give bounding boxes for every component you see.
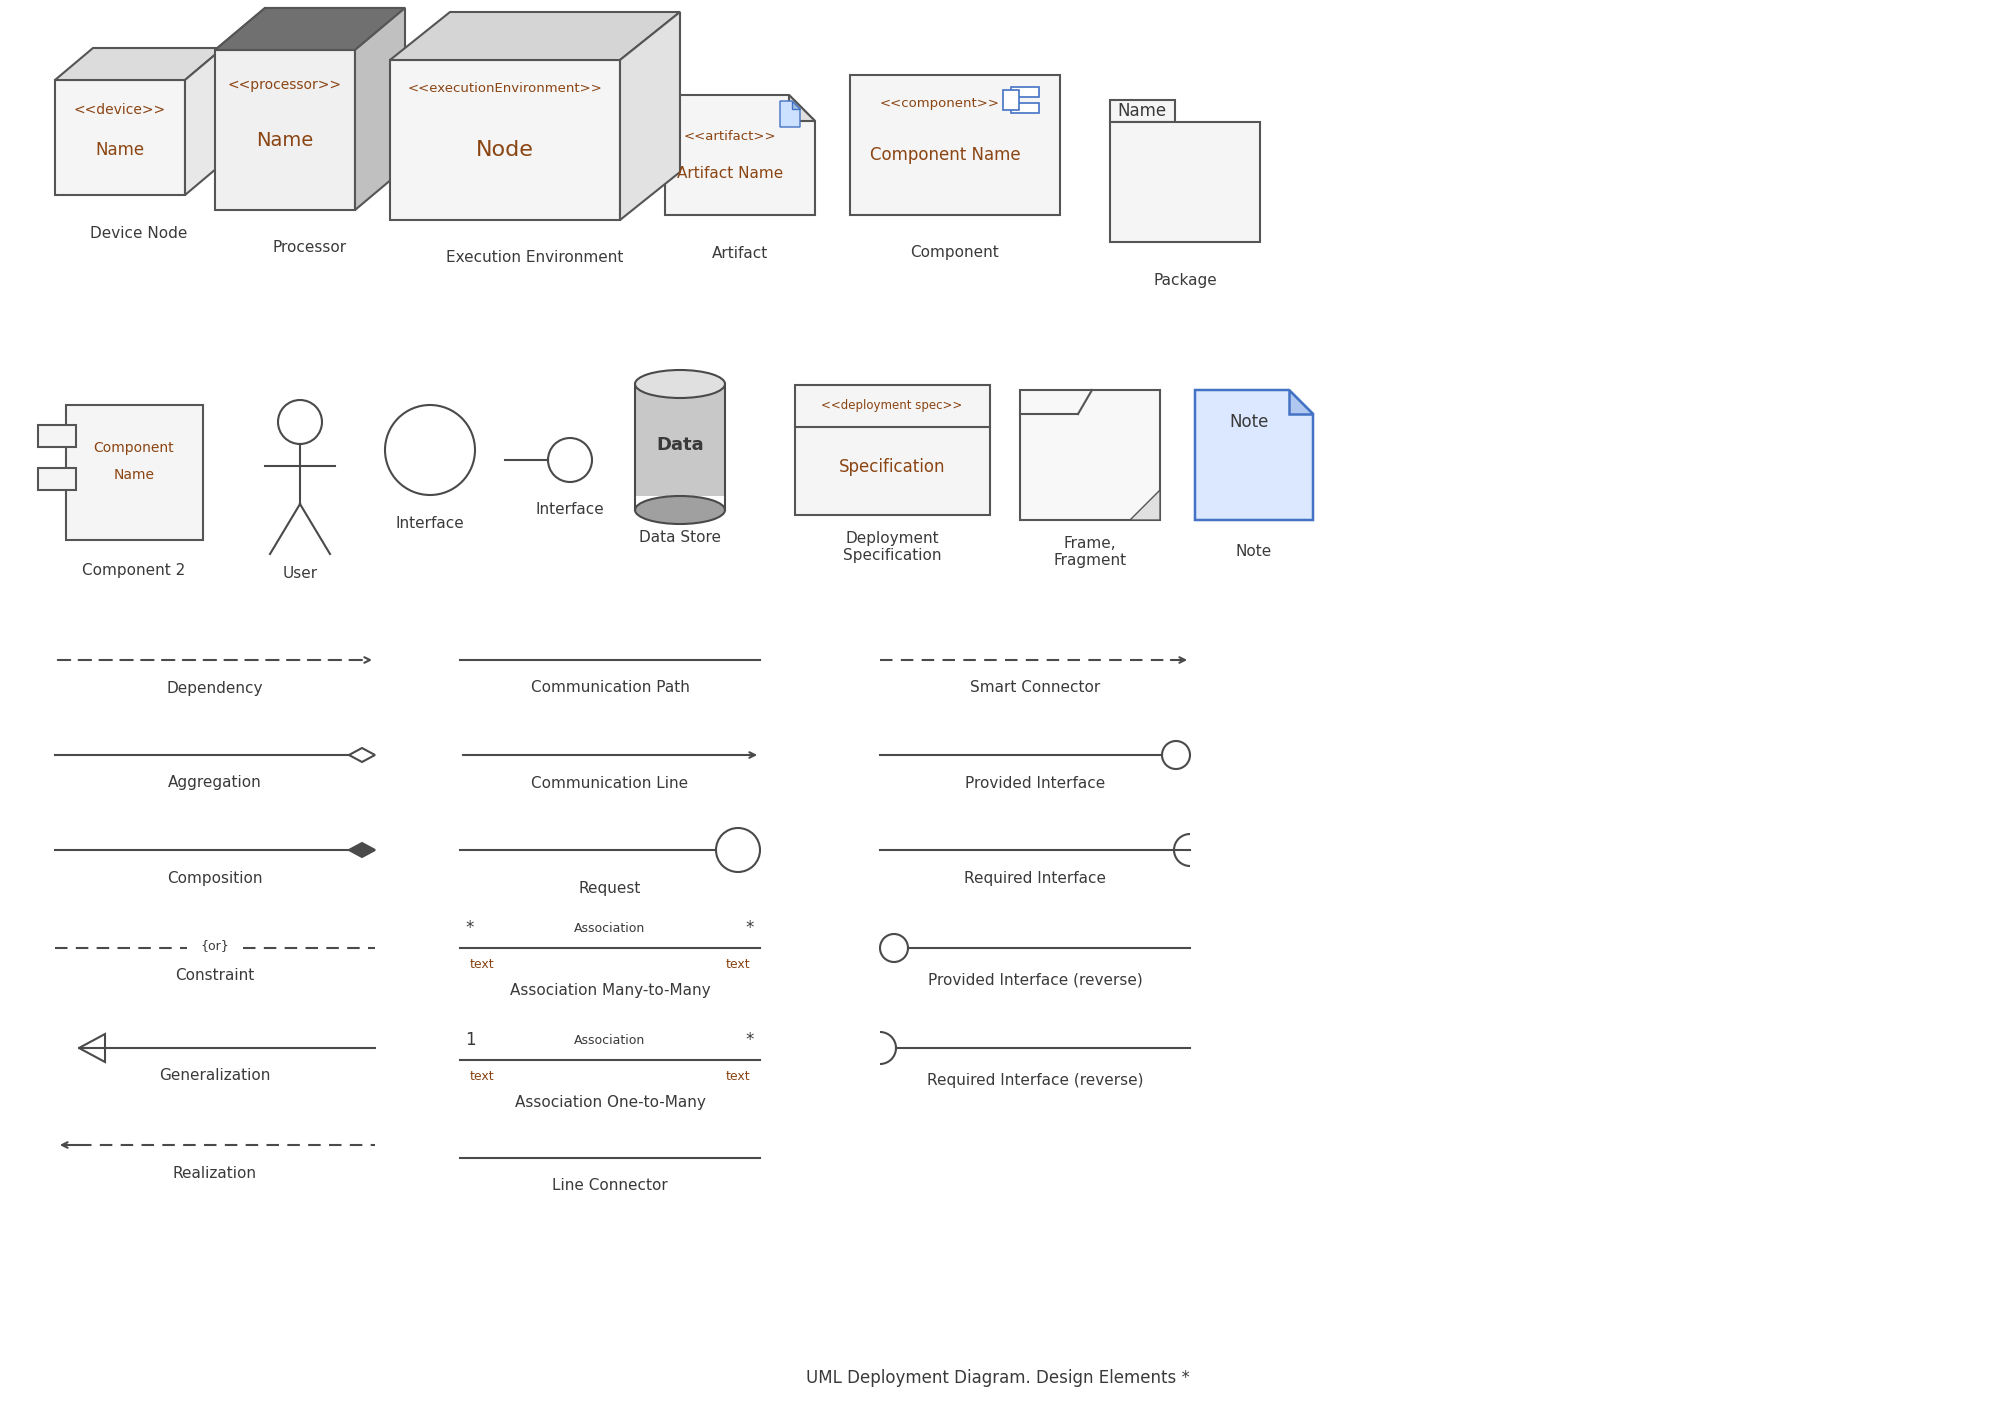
Polygon shape — [389, 61, 621, 220]
Text: Communication Line: Communication Line — [531, 776, 689, 790]
Text: {or}: {or} — [202, 939, 230, 952]
Text: *: * — [747, 1031, 754, 1049]
Text: Artifact: Artifact — [713, 245, 768, 260]
Text: <<device>>: <<device>> — [74, 103, 166, 117]
Text: Data Store: Data Store — [639, 531, 721, 545]
Text: Line Connector: Line Connector — [553, 1178, 669, 1194]
Text: Frame,
Fragment: Frame, Fragment — [1054, 536, 1126, 569]
Bar — [1012, 103, 1040, 113]
Text: Data: Data — [657, 436, 705, 453]
Text: Aggregation: Aggregation — [168, 776, 261, 790]
Text: 1: 1 — [465, 1031, 475, 1049]
Text: text: text — [727, 957, 750, 970]
Text: Specification: Specification — [838, 458, 946, 476]
Text: Node: Node — [477, 139, 535, 161]
Text: Request: Request — [579, 880, 641, 895]
Text: Component 2: Component 2 — [82, 563, 186, 577]
Bar — [1004, 90, 1020, 110]
Polygon shape — [349, 843, 375, 857]
Bar — [38, 467, 76, 490]
Bar — [1012, 87, 1040, 97]
Polygon shape — [389, 13, 681, 61]
Bar — [66, 406, 204, 541]
Text: Composition: Composition — [168, 870, 263, 886]
Polygon shape — [792, 101, 800, 108]
Text: <<executionEnvironment>>: <<executionEnvironment>> — [407, 82, 603, 94]
Polygon shape — [80, 1033, 106, 1062]
Text: Interface: Interface — [535, 503, 605, 518]
Polygon shape — [186, 48, 224, 194]
Polygon shape — [1196, 390, 1313, 520]
Polygon shape — [216, 8, 405, 51]
Text: Component Name: Component Name — [870, 146, 1020, 163]
Polygon shape — [216, 51, 355, 210]
Text: Processor: Processor — [273, 241, 347, 255]
Polygon shape — [788, 94, 814, 121]
Text: text: text — [469, 957, 495, 970]
Bar — [38, 425, 76, 446]
Text: Note: Note — [1236, 545, 1271, 559]
Text: Name: Name — [96, 141, 144, 159]
Text: Realization: Realization — [174, 1166, 257, 1180]
Ellipse shape — [635, 370, 725, 398]
Polygon shape — [1130, 490, 1160, 520]
Text: Artifact Name: Artifact Name — [677, 166, 782, 180]
Polygon shape — [56, 48, 224, 80]
Polygon shape — [665, 94, 814, 215]
Text: User: User — [283, 566, 317, 582]
Text: Device Node: Device Node — [90, 225, 188, 241]
Text: text: text — [727, 1070, 750, 1083]
Polygon shape — [621, 13, 681, 220]
Text: Required Interface: Required Interface — [964, 870, 1106, 886]
Text: *: * — [747, 919, 754, 936]
Text: Provided Interface: Provided Interface — [964, 776, 1106, 790]
Text: Name: Name — [1118, 101, 1166, 120]
Bar — [635, 384, 725, 496]
Polygon shape — [216, 8, 405, 51]
Text: Dependency: Dependency — [168, 680, 263, 696]
Polygon shape — [1289, 390, 1313, 414]
Bar — [1020, 390, 1160, 520]
Text: Association Many-to-Many: Association Many-to-Many — [509, 983, 711, 997]
Text: Interface: Interface — [395, 515, 465, 531]
Text: <<deployment spec>>: <<deployment spec>> — [822, 398, 962, 411]
Text: Name: Name — [255, 131, 313, 149]
Text: Provided Interface (reverse): Provided Interface (reverse) — [928, 973, 1142, 987]
Text: Communication Path: Communication Path — [531, 680, 689, 696]
Text: Component: Component — [94, 441, 174, 455]
Text: Smart Connector: Smart Connector — [970, 680, 1100, 696]
Ellipse shape — [635, 496, 725, 524]
Text: Association One-to-Many: Association One-to-Many — [515, 1094, 705, 1110]
Bar — [1110, 100, 1176, 122]
Polygon shape — [780, 101, 800, 127]
Text: <<artifact>>: <<artifact>> — [685, 131, 776, 144]
Polygon shape — [355, 8, 405, 210]
Text: Deployment
Specification: Deployment Specification — [842, 531, 942, 563]
Text: UML Deployment Diagram. Design Elements *: UML Deployment Diagram. Design Elements … — [806, 1369, 1190, 1387]
Polygon shape — [349, 748, 375, 762]
Text: Component: Component — [910, 245, 1000, 260]
Text: text: text — [469, 1070, 495, 1083]
Text: Name: Name — [114, 467, 154, 482]
Bar — [794, 384, 990, 515]
Text: Note: Note — [1230, 413, 1269, 431]
Text: Association: Association — [575, 921, 645, 935]
Text: Association: Association — [575, 1033, 645, 1046]
Bar — [1110, 122, 1259, 242]
Text: Constraint: Constraint — [176, 969, 255, 984]
Text: *: * — [465, 919, 475, 936]
Bar — [850, 75, 1060, 215]
Text: Generalization: Generalization — [160, 1069, 271, 1084]
Text: <<component>>: <<component>> — [880, 97, 1000, 110]
Polygon shape — [56, 80, 186, 194]
Text: Package: Package — [1154, 273, 1218, 287]
Text: Execution Environment: Execution Environment — [447, 251, 623, 266]
Text: Required Interface (reverse): Required Interface (reverse) — [926, 1073, 1144, 1087]
Text: <<processor>>: <<processor>> — [228, 77, 341, 92]
